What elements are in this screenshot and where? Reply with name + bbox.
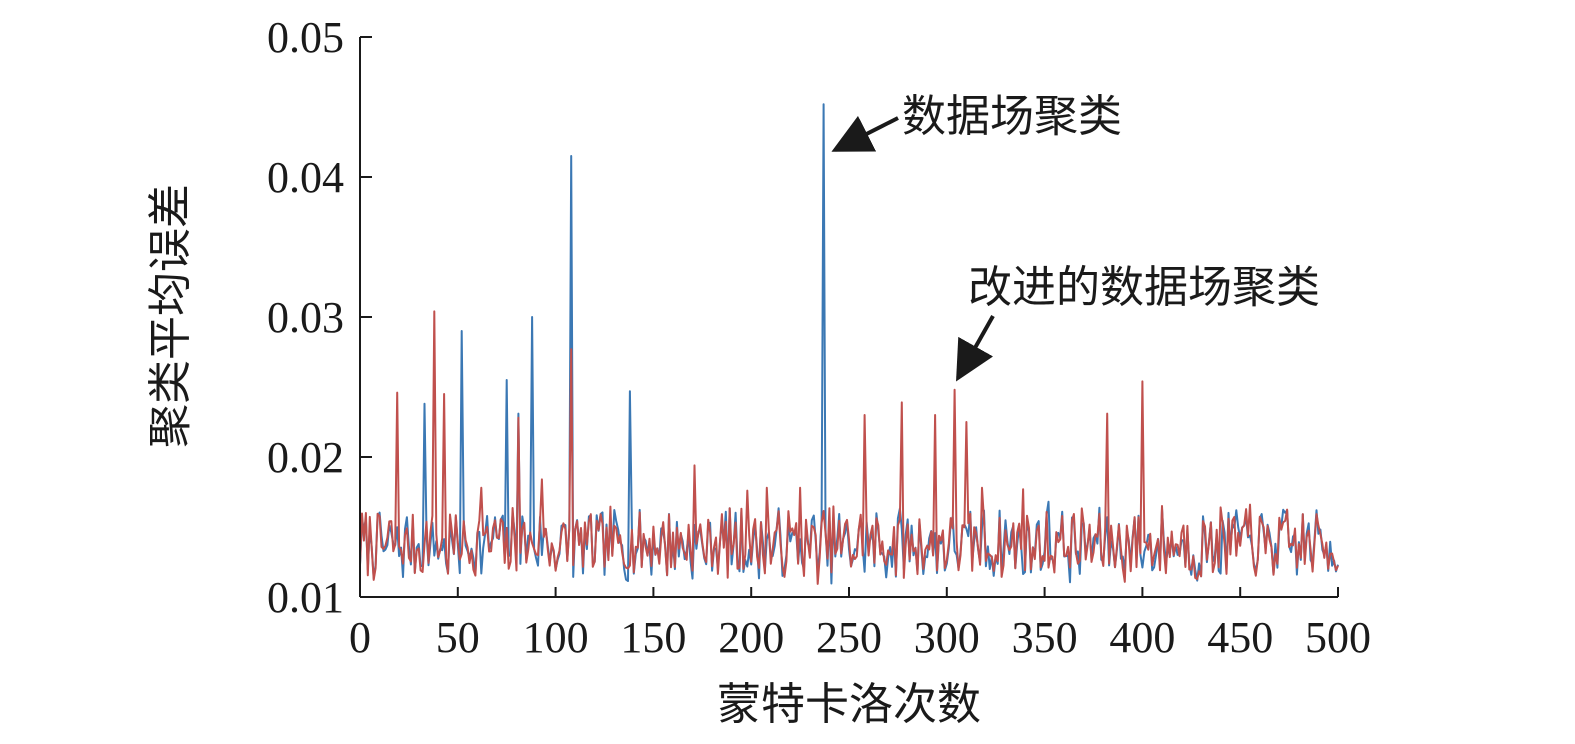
x-tick-label: 450	[1207, 613, 1273, 662]
y-axis-title: 聚类平均误差	[145, 184, 196, 448]
y-tick-label: 0.03	[267, 293, 344, 342]
annotation-data-field-clustering: 数据场聚类	[902, 91, 1122, 142]
x-ticks: 0 50 100 150 200 250 300 350 400 450 500	[349, 587, 1371, 662]
y-tick-label: 0.02	[267, 433, 344, 482]
x-axis-title: 蒙特卡洛次数	[717, 679, 981, 730]
series-layer	[359, 103, 1339, 585]
annotation-arrow-data-field-clustering	[831, 115, 899, 152]
y-ticks: 0.01 0.02 0.03 0.04 0.05	[267, 13, 372, 622]
x-tick-label: 0	[349, 613, 371, 662]
x-tick-label: 50	[436, 613, 480, 662]
y-tick-label: 0.05	[267, 13, 344, 62]
x-tick-label: 200	[718, 613, 784, 662]
annotation-improved-data-field-clustering: 改进的数据场聚类	[968, 262, 1320, 313]
x-tick-label: 100	[523, 613, 589, 662]
x-tick-label: 400	[1109, 613, 1175, 662]
series-line-improved-data-field-clustering	[359, 310, 1339, 585]
x-tick-label: 250	[816, 613, 882, 662]
x-tick-label: 500	[1305, 613, 1371, 662]
x-tick-label: 350	[1012, 613, 1078, 662]
y-tick-label: 0.01	[267, 573, 344, 622]
series-line-data-field-clustering	[359, 103, 1339, 585]
annotation-arrow-improved-data-field-clustering	[956, 315, 995, 382]
y-tick-label: 0.04	[267, 153, 344, 202]
x-tick-label: 300	[914, 613, 980, 662]
x-tick-label: 150	[620, 613, 686, 662]
